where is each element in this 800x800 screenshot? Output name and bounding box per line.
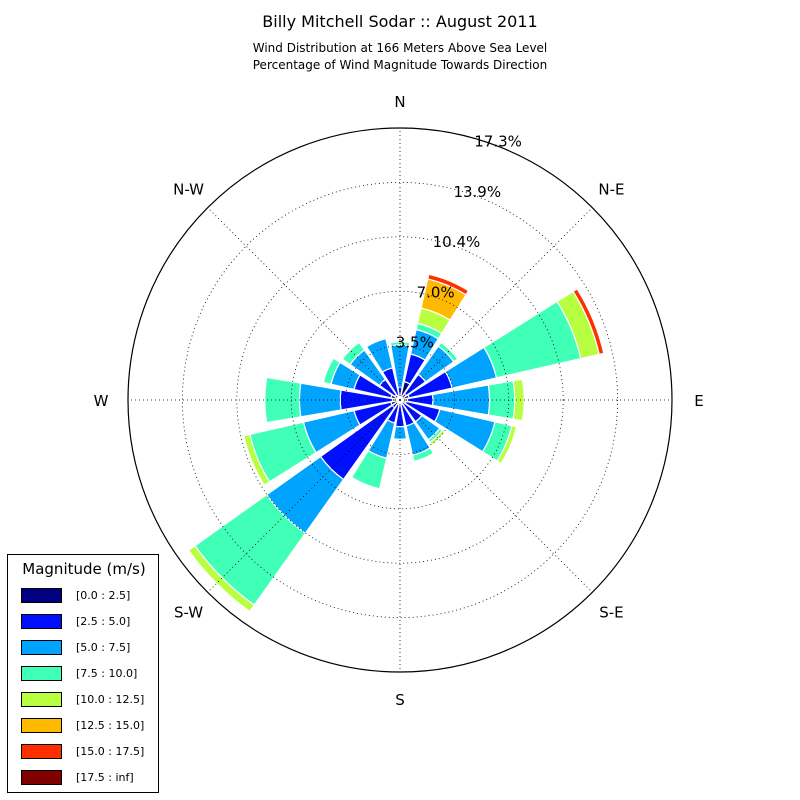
legend-title: Magnitude (m/s) (22, 560, 146, 578)
legend-item: [17.5 : inf] (21, 770, 157, 786)
radial-tick-label: 10.4% (433, 233, 481, 251)
legend-swatch (21, 640, 62, 655)
bar-ESE-bin-4 (496, 424, 518, 465)
legend-item: [5.0 : 7.5] (21, 640, 157, 656)
bar-SSE-bin-3 (411, 447, 435, 463)
legend-item: [0.0 : 2.5] (21, 588, 157, 604)
outer-circle (127, 127, 673, 673)
legend-label: [7.5 : 10.0] (76, 667, 138, 680)
direction-label: N-E (598, 181, 624, 199)
bar-ENE-bin-6 (572, 288, 605, 356)
legend-swatch (21, 614, 62, 629)
bar-NNE-bin-6 (427, 273, 470, 296)
legend-item: [10.0 : 12.5] (21, 692, 157, 708)
radial-tick-label: 17.3% (474, 133, 522, 151)
legend-swatch (21, 666, 62, 681)
bar-NW-bin-3 (341, 341, 366, 366)
direction-label: E (694, 392, 703, 410)
grid-layer (127, 127, 673, 673)
grid-circle (236, 236, 564, 564)
direction-label: N (394, 93, 405, 111)
legend-item: [2.5 : 5.0] (21, 614, 157, 630)
legend-item: [15.0 : 17.5] (21, 744, 157, 760)
legend-label: [5.0 : 7.5] (76, 641, 131, 654)
labels-layer: 3.5% 7.0% 10.4% 13.9% 17.3% N N-E E S-E S S-W W N-W (94, 93, 704, 709)
bar-E-bin-4 (512, 378, 525, 422)
bar-SSW-bin-3 (350, 449, 388, 490)
legend-label: [10.0 : 12.5] (76, 693, 145, 706)
bar-WNW-bin-3 (322, 357, 341, 385)
legend-label: [12.5 : 15.0] (76, 719, 145, 732)
grid-spoke (207, 207, 401, 401)
legend-swatch (21, 692, 62, 707)
radial-tick-label: 13.9% (453, 183, 501, 201)
legend-swatch (21, 718, 62, 733)
bar-NNW-bin-2 (365, 337, 394, 373)
legend-swatch (21, 588, 62, 603)
bar-WSW-bin-4 (242, 433, 271, 487)
grid-circle (181, 181, 619, 619)
legend-swatch (21, 744, 62, 759)
direction-label: W (94, 392, 109, 410)
radial-tick-label: 3.5% (396, 334, 434, 352)
legend-label: [0.0 : 2.5] (76, 589, 131, 602)
grid-circle (345, 345, 455, 455)
direction-label: S-E (599, 603, 623, 621)
radial-tick-label: 7.0% (417, 283, 455, 301)
chart-subtitle: Wind Distribution at 166 Meters Above Se… (252, 41, 548, 55)
direction-label: S (395, 691, 405, 709)
direction-label: N-W (173, 181, 204, 199)
chart-title: Billy Mitchell Sodar :: August 2011 (262, 12, 538, 31)
chart-subtitle-second-line: Percentage of Wind Magnitude Towards Dir… (252, 58, 548, 72)
direction-label: S-W (174, 603, 203, 621)
legend-item: [7.5 : 10.0] (21, 666, 157, 682)
legend-label: [2.5 : 5.0] (76, 615, 131, 628)
legend-label: [15.0 : 17.5] (76, 745, 145, 758)
legend: Magnitude (m/s) [0.0 : 2.5] [2.5 : 5.0] [5… (7, 554, 159, 793)
legend-label: [17.5 : inf] (76, 771, 134, 784)
legend-swatch (21, 770, 62, 785)
legend-item: [12.5 : 15.0] (21, 718, 157, 734)
bar-W-bin-2 (298, 382, 342, 418)
bar-NE-bin-3 (437, 341, 459, 363)
bars-layer (187, 273, 605, 613)
